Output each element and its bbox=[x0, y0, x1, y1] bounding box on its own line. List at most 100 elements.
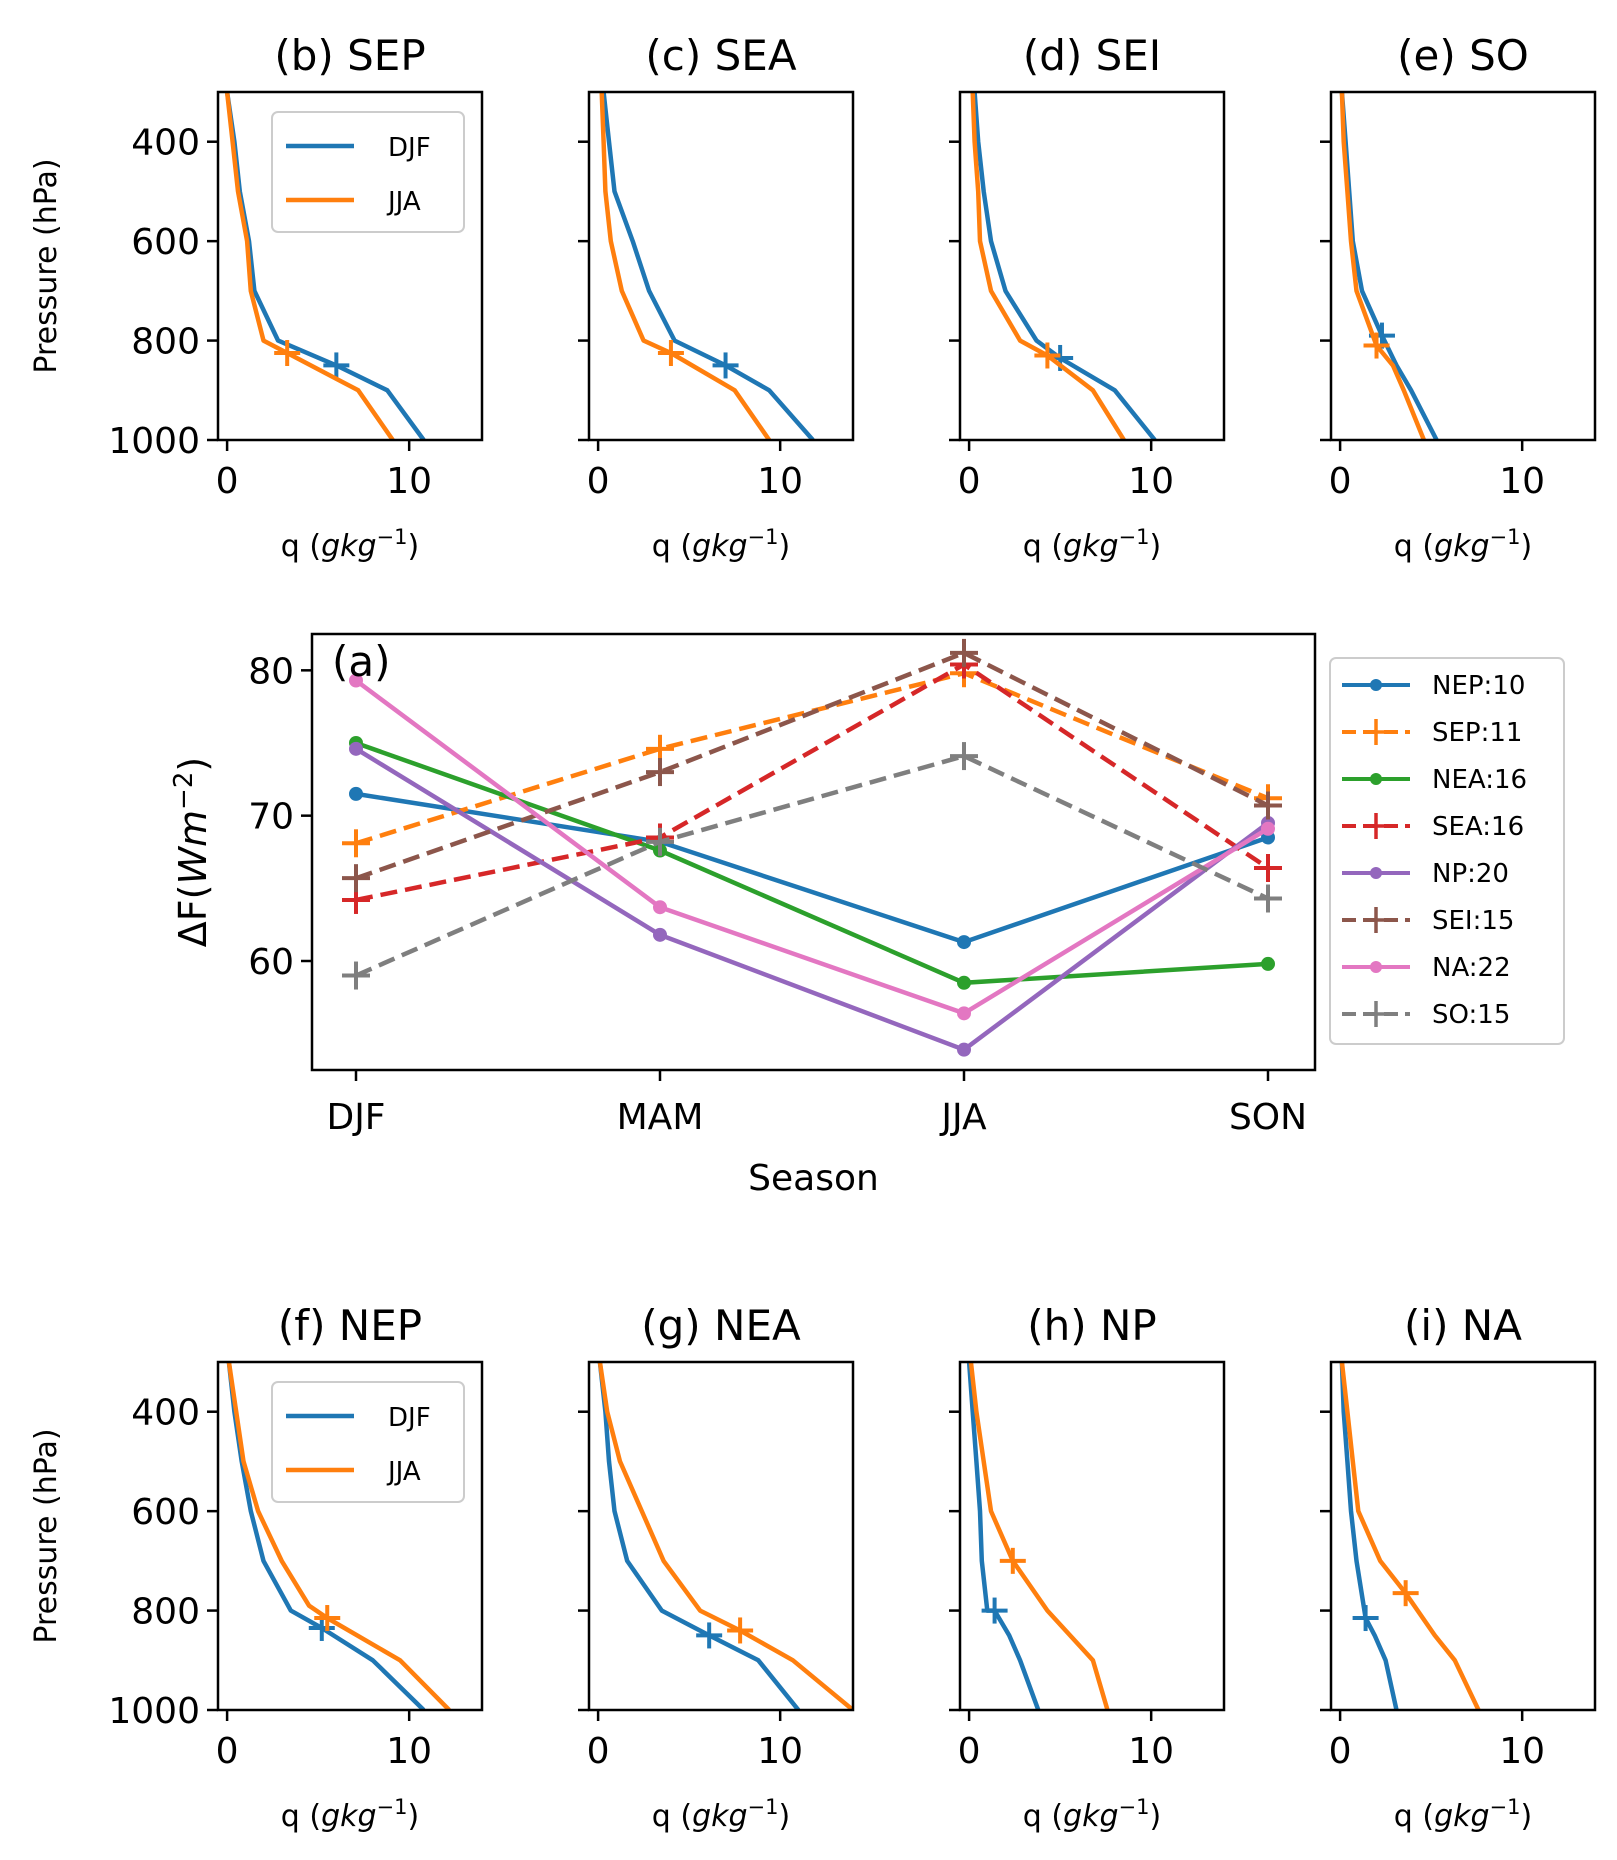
data-point bbox=[342, 829, 370, 858]
x-tick-label: DJF bbox=[326, 1097, 385, 1138]
x-axis-label: q (gkg−1) bbox=[652, 525, 790, 564]
series-line bbox=[354, 678, 1270, 1016]
series-line bbox=[355, 740, 1269, 986]
legend-box bbox=[271, 1381, 465, 1503]
series-marker-jja bbox=[727, 1617, 754, 1644]
profile-panel-c: (c) SEA 0 10 q (gkg−1) bbox=[578, 31, 855, 564]
series-line-djf bbox=[972, 92, 1157, 440]
series-marker-jja bbox=[1363, 332, 1390, 359]
y-tick-label: 80 bbox=[248, 651, 294, 692]
legend-marker bbox=[1370, 961, 1382, 973]
axes-frame bbox=[310, 632, 1317, 1072]
axes-frame bbox=[216, 1360, 484, 1712]
y-tick-label: 600 bbox=[131, 222, 200, 263]
series-line bbox=[355, 650, 1270, 881]
series-marker-jja bbox=[1392, 1580, 1419, 1607]
x-axis-label: q (gkg−1) bbox=[652, 1795, 790, 1834]
legend: NEP:10 SEP:11 NEA:16 SEA:16 NP:20 SEI:15 NA:22… bbox=[1329, 657, 1565, 1045]
series-marker-djf bbox=[712, 352, 739, 379]
series-line-jja bbox=[597, 1362, 853, 1710]
profile-panel-e: (e) SO 0 10 q (gkg−1) bbox=[1320, 31, 1597, 564]
profile-panel-d: (d) SEI 0 10 q (gkg−1) bbox=[949, 31, 1226, 564]
data-point bbox=[1254, 791, 1282, 820]
profile-panel-h: (h) NP 0 10 q (gkg−1) bbox=[949, 1301, 1226, 1834]
x-tick-label: 10 bbox=[1128, 461, 1174, 502]
season-chart: (a) 60 70 80 DJF MAM JJA SON Season ΔF(Wm−2) NEP:1… bbox=[169, 632, 1565, 1199]
data-point bbox=[653, 927, 667, 942]
legend-marker bbox=[1370, 679, 1382, 691]
x-tick-label: 10 bbox=[1499, 461, 1545, 502]
series-line-djf bbox=[966, 1362, 1041, 1710]
legend-label: SEI:15 bbox=[1432, 906, 1514, 936]
x-axis-label: q (gkg−1) bbox=[1023, 1795, 1161, 1834]
x-tick-label: JJA bbox=[939, 1097, 987, 1138]
legend: DJF JJA bbox=[271, 111, 465, 233]
x-tick-label: 0 bbox=[958, 1731, 981, 1772]
panel-title: (d) SEI bbox=[1023, 31, 1161, 80]
series-line-djf bbox=[1339, 1362, 1399, 1710]
data-point bbox=[1261, 956, 1275, 971]
y-tick-label: 800 bbox=[131, 1592, 200, 1633]
data-point bbox=[646, 827, 674, 856]
data-point bbox=[646, 758, 674, 787]
series-marker-jja bbox=[657, 340, 684, 366]
series-line-djf bbox=[597, 1362, 801, 1710]
legend-label: SEP:11 bbox=[1432, 718, 1522, 748]
x-axis-label: q (gkg−1) bbox=[281, 1795, 419, 1834]
series-marker-djf bbox=[981, 1597, 1008, 1624]
x-axis-label: q (gkg−1) bbox=[1394, 1795, 1532, 1834]
series-marker-jja bbox=[1034, 342, 1061, 369]
data-point bbox=[950, 638, 978, 667]
legend-label: JJA bbox=[386, 187, 421, 217]
axes-frame bbox=[958, 1360, 1226, 1712]
axes-frame bbox=[587, 90, 855, 442]
data-point bbox=[957, 1006, 971, 1021]
legend-label: NEP:10 bbox=[1432, 671, 1525, 701]
legend-marker bbox=[1363, 907, 1389, 933]
series-line-jja bbox=[1339, 1362, 1481, 1710]
data-point bbox=[957, 975, 971, 990]
series-line-djf bbox=[1339, 92, 1439, 440]
x-axis-label: q (gkg−1) bbox=[1394, 525, 1532, 564]
y-tick-label: 60 bbox=[248, 942, 294, 983]
series-line bbox=[355, 791, 1269, 945]
x-tick-label: SON bbox=[1229, 1097, 1307, 1138]
legend-label: SO:15 bbox=[1432, 1000, 1510, 1030]
legend-label: NEA:16 bbox=[1432, 765, 1527, 795]
y-tick-label: 1000 bbox=[108, 421, 200, 462]
x-tick-label: 10 bbox=[386, 1731, 432, 1772]
x-tick-label: 10 bbox=[1128, 1731, 1174, 1772]
y-tick-label: 1000 bbox=[108, 1691, 200, 1732]
profile-panel-b: (b) SEP 400 600 800 1000 0 10 q (gkg−1) Pressure… bbox=[29, 31, 484, 564]
x-axis-label: q (gkg−1) bbox=[281, 525, 419, 564]
y-tick-label: 400 bbox=[131, 123, 200, 164]
legend-label: NP:20 bbox=[1432, 859, 1509, 889]
y-tick-label: 600 bbox=[131, 1492, 200, 1533]
legend-box bbox=[271, 111, 465, 233]
legend-marker bbox=[1363, 1001, 1389, 1027]
x-tick-label: 0 bbox=[1329, 461, 1352, 502]
legend-label: DJF bbox=[388, 1403, 431, 1433]
x-tick-label: 10 bbox=[1499, 1731, 1545, 1772]
series-marker-jja bbox=[314, 1605, 341, 1632]
x-tick-label: 0 bbox=[587, 1731, 610, 1772]
axes-frame bbox=[216, 90, 484, 442]
series-line-djf bbox=[601, 92, 815, 440]
axes-frame bbox=[587, 1360, 855, 1712]
x-tick-label: 0 bbox=[1329, 1731, 1352, 1772]
panel-title: (h) NP bbox=[1027, 1301, 1157, 1350]
panel-title: (g) NEA bbox=[641, 1301, 801, 1350]
data-point bbox=[653, 900, 667, 915]
x-tick-label: 0 bbox=[216, 1731, 239, 1772]
data-point bbox=[349, 786, 363, 801]
series-line-jja bbox=[224, 92, 395, 440]
data-point bbox=[1254, 884, 1282, 913]
data-point bbox=[1254, 853, 1282, 882]
legend-label: NA:22 bbox=[1432, 953, 1511, 983]
series-marker-jja bbox=[274, 340, 301, 366]
series-line-jja bbox=[226, 1362, 451, 1710]
legend: DJF JJA bbox=[271, 1381, 465, 1503]
y-axis-label: Pressure (hPa) bbox=[29, 158, 64, 373]
x-axis-label: q (gkg−1) bbox=[1023, 525, 1161, 564]
